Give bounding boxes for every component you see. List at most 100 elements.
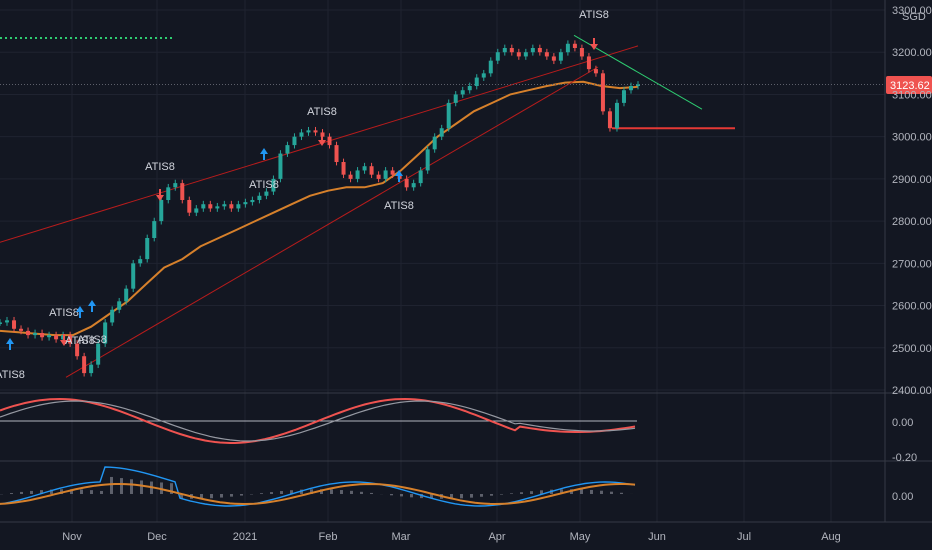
candle — [47, 335, 52, 338]
osc2-histogram-bar — [300, 489, 303, 494]
candle — [418, 170, 423, 184]
candle — [285, 145, 290, 154]
candle — [131, 263, 136, 289]
candle — [355, 170, 360, 179]
candle — [208, 204, 213, 209]
signal-label: ATIS8 — [49, 307, 79, 319]
moving-average-line — [0, 80, 639, 337]
osc2-histogram-bar — [20, 491, 23, 494]
osc2-histogram-bar — [430, 494, 433, 499]
price-tick-label: 2800.00 — [892, 216, 932, 228]
osc2-histogram-bar — [290, 490, 293, 494]
osc2-tick-label: 0.00 — [892, 491, 913, 503]
price-tick-label: 2400.00 — [892, 385, 932, 397]
signal-arrow-up — [88, 300, 96, 306]
candle — [425, 149, 430, 171]
candle — [187, 200, 192, 213]
osc2-histogram-bar — [10, 493, 13, 494]
osc2-histogram-bar — [470, 494, 473, 498]
candle — [117, 301, 122, 310]
osc2-histogram-bar — [540, 490, 543, 494]
candle — [299, 132, 304, 137]
time-tick-label: Jun — [648, 531, 666, 543]
osc2-histogram-bar — [280, 491, 283, 494]
osc2-histogram-bar — [180, 494, 183, 499]
osc2-histogram-bar — [360, 491, 363, 494]
candle — [229, 204, 234, 209]
candle — [523, 52, 528, 57]
candle — [103, 322, 108, 344]
candle — [551, 56, 556, 61]
candle — [236, 204, 241, 209]
osc2-histogram-bar — [210, 494, 213, 499]
osc2-histogram-bar — [200, 494, 203, 499]
osc2-histogram-bar — [590, 489, 593, 494]
signal-arrow-up — [260, 148, 268, 154]
candle — [467, 86, 472, 91]
candle — [544, 52, 549, 57]
price-tick-label: 3100.00 — [892, 89, 932, 101]
candle — [222, 204, 227, 207]
osc2-histogram-bar — [50, 489, 53, 494]
currency-label: SGD — [902, 11, 926, 23]
candle — [460, 90, 465, 95]
osc1-signal-line — [0, 397, 636, 444]
osc2-histogram-bar — [30, 490, 33, 494]
osc2-histogram-bar — [240, 494, 243, 496]
candle — [75, 343, 80, 357]
osc2-histogram-bar — [340, 490, 343, 494]
osc2-histogram-bar — [270, 492, 273, 494]
candle — [138, 259, 143, 264]
osc2-histogram-bar — [490, 494, 493, 496]
osc2-histogram-bar — [350, 490, 353, 494]
osc2-histogram-bar — [320, 489, 323, 494]
osc2-histogram-bar — [620, 492, 623, 494]
candle — [278, 153, 283, 179]
osc2-histogram-bar — [460, 494, 463, 499]
candles — [0, 40, 640, 377]
signal-label: ATIS8 — [145, 161, 175, 173]
candle — [383, 170, 388, 179]
signal-label: ATIS8 — [579, 9, 609, 21]
candle — [26, 330, 31, 336]
osc2-histogram-bar — [500, 494, 503, 495]
candle — [243, 202, 248, 205]
osc1-tick-label: -0.20 — [892, 452, 917, 464]
candle — [152, 221, 157, 238]
candle — [636, 84, 640, 86]
candle — [390, 170, 395, 175]
candle — [516, 52, 521, 57]
candle — [0, 322, 2, 324]
osc2-histogram-bar — [610, 491, 613, 494]
candle — [292, 136, 297, 146]
osc2-histogram-bar — [560, 489, 563, 494]
osc2-slow-line — [0, 482, 636, 506]
candle — [621, 90, 626, 103]
osc2-histogram-bar — [140, 480, 143, 494]
osc2-histogram-bar — [600, 490, 603, 494]
osc2-histogram-bar — [110, 476, 113, 494]
candle — [306, 130, 311, 133]
osc2-histogram-bar — [480, 494, 483, 497]
signal-label: ATIS8 — [307, 106, 337, 118]
osc2-histogram-bar — [370, 492, 373, 494]
signal-label: ATIS8 — [0, 369, 25, 381]
candle — [509, 48, 514, 53]
osc2-histogram-bar — [580, 489, 583, 494]
candle — [537, 48, 542, 53]
candle — [334, 145, 339, 162]
price-tick-label: 2700.00 — [892, 258, 932, 270]
candle — [439, 128, 444, 137]
candle — [453, 94, 458, 103]
candle — [96, 343, 101, 365]
time-tick-label: Nov — [62, 531, 82, 543]
signal-label: ATIS8 — [65, 335, 95, 347]
candle — [166, 187, 171, 200]
candle — [558, 52, 563, 61]
time-tick-label: Aug — [821, 531, 841, 543]
osc2-histogram-bar — [230, 494, 233, 497]
candle — [257, 195, 262, 200]
price-tick-label: 3300.00 — [892, 5, 932, 17]
